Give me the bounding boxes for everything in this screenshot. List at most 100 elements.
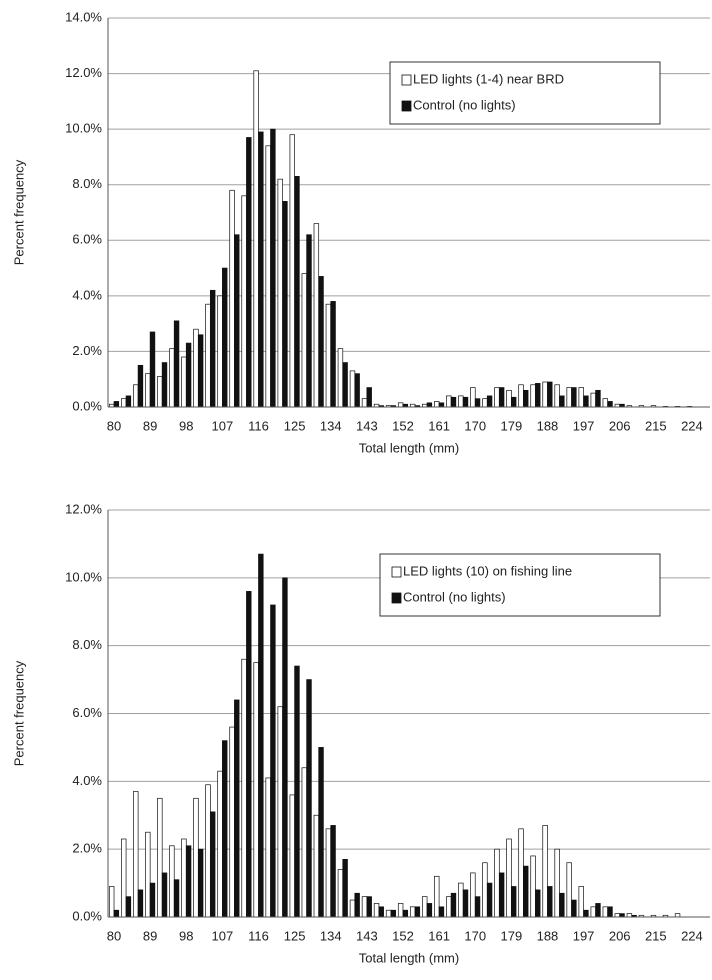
- bar: [222, 267, 228, 408]
- bar: [277, 178, 283, 408]
- legend-box: [389, 61, 661, 125]
- bar: [282, 577, 288, 918]
- bar: [366, 896, 372, 918]
- bar: [486, 395, 493, 408]
- bar: [474, 896, 481, 918]
- x-tick-label: 89: [143, 928, 157, 943]
- bar: [547, 381, 553, 408]
- x-tick-label: 188: [537, 418, 559, 433]
- bar: [602, 398, 609, 408]
- bar: [559, 395, 565, 408]
- x-tick-label: 161: [428, 418, 450, 433]
- bar: [494, 387, 500, 408]
- bar: [595, 389, 601, 408]
- bar: [209, 811, 216, 918]
- y-tick-label: 12.0%: [65, 501, 102, 516]
- bar: [506, 838, 512, 918]
- y-tick-label: 6.0%: [72, 232, 102, 247]
- x-tick-label: 188: [537, 928, 559, 943]
- bar: [306, 234, 312, 408]
- y-tick-label: 10.0%: [65, 569, 102, 584]
- bar: [626, 913, 633, 918]
- x-tick-label: 107: [212, 928, 234, 943]
- bar: [542, 381, 548, 408]
- bar: [385, 909, 392, 918]
- bar: [318, 276, 324, 408]
- bar: [306, 679, 312, 918]
- bar: [157, 797, 163, 918]
- bar: [397, 402, 404, 408]
- x-tick-label: 161: [428, 928, 450, 943]
- bar: [282, 201, 288, 408]
- chart: 0.0% 2.0% 4.0% 6.0% 8.0% 10.0% 12.0% 80 89 98 107 1…: [11, 501, 710, 965]
- bar: [426, 402, 433, 408]
- bar: [397, 903, 404, 918]
- legend-label: LED lights (10) on fishing line: [403, 563, 572, 578]
- x-tick-label: 98: [179, 928, 193, 943]
- bar: [530, 855, 536, 918]
- bar: [462, 396, 469, 408]
- bar: [301, 273, 308, 408]
- legend-box: [379, 553, 661, 617]
- x-tick-label: 125: [284, 418, 306, 433]
- bar: [121, 838, 127, 918]
- bar: [571, 387, 577, 408]
- bar: [241, 658, 247, 918]
- x-tick-label: 116: [248, 418, 269, 433]
- bar: [157, 376, 163, 408]
- y-tick-label: 0.0%: [72, 398, 102, 413]
- bar: [535, 383, 541, 408]
- bar: [373, 903, 380, 918]
- bar: [313, 814, 320, 918]
- bar: [270, 128, 276, 408]
- bar: [530, 384, 536, 408]
- bar: [607, 906, 613, 918]
- x-tick-label: 134: [320, 418, 342, 433]
- bar: [173, 320, 180, 408]
- x-tick-label: 197: [573, 418, 595, 433]
- bar: [181, 356, 187, 408]
- bar: [258, 553, 264, 918]
- legend-swatch: [401, 100, 412, 112]
- bar: [193, 797, 199, 918]
- x-tick-label: 179: [500, 928, 522, 943]
- y-tick-label: 6.0%: [72, 705, 102, 720]
- x-tick-label: 152: [392, 928, 414, 943]
- bar: [330, 825, 336, 918]
- bar: [434, 401, 440, 408]
- bar: [265, 145, 271, 408]
- bar: [169, 845, 175, 918]
- bar: [217, 295, 223, 408]
- bar: [325, 828, 332, 918]
- bar: [578, 886, 584, 918]
- bar: [446, 896, 452, 918]
- bar: [470, 387, 476, 408]
- bar: [217, 770, 223, 918]
- y-tick-label: 8.0%: [72, 176, 102, 191]
- x-tick-label: 125: [284, 928, 306, 943]
- bar: [554, 848, 560, 918]
- bar: [330, 301, 336, 408]
- x-tick-label: 143: [356, 418, 378, 433]
- bar: [602, 906, 609, 918]
- bar: [583, 909, 589, 918]
- legend: LED lights (10) on fishing line Control (…: [379, 553, 661, 617]
- bar: [277, 706, 283, 918]
- bar: [229, 189, 235, 408]
- bar: [209, 289, 216, 408]
- bar: [354, 892, 360, 918]
- bar: [542, 825, 548, 918]
- bar: [229, 726, 235, 918]
- bar: [133, 384, 139, 408]
- bar: [482, 398, 488, 408]
- y-axis-label: Percent frequency: [11, 660, 26, 766]
- bar: [125, 896, 132, 918]
- x-tick-label: 116: [248, 928, 269, 943]
- x-tick-label: 170: [464, 418, 486, 433]
- bar: [595, 903, 601, 918]
- bar: [108, 886, 115, 918]
- x-tick-label: 143: [356, 928, 378, 943]
- bar: [349, 899, 356, 918]
- bar: [349, 370, 356, 408]
